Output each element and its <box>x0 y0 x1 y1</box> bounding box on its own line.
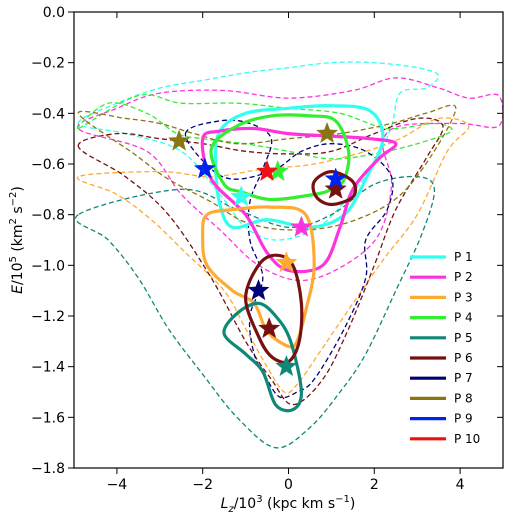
y-axis-ticks: 0.0 −0.2 −0.4 −0.6 −0.8 −1.0 −1.2 −1.4 −1.6 −1.8 <box>31 5 503 477</box>
y-tick-label: −1.4 <box>31 360 65 376</box>
y-axis-label: E/105 (km2 s−2) <box>8 186 26 294</box>
y-tick-label: −1.0 <box>31 258 65 274</box>
legend-label-p-2: P 2 <box>454 270 473 284</box>
y-tick-label: −0.8 <box>31 208 65 224</box>
x-axis-label: Lz/103 (kpc km s−1) <box>221 494 356 515</box>
contour-dashed-p-2 <box>77 77 503 282</box>
contour-dashed-p-1 <box>77 61 440 241</box>
legend-label-p-7: P 7 <box>454 371 473 385</box>
y-tick-label: −0.4 <box>31 106 65 122</box>
x-tick-label: 2 <box>370 477 379 493</box>
x-tick-label: −4 <box>107 477 128 493</box>
plot-series <box>75 61 503 449</box>
legend-label-p-8: P 8 <box>454 391 473 405</box>
x-tick-label: 4 <box>456 477 465 493</box>
star-marker-p-6 <box>258 316 281 339</box>
star-marker-p-8 <box>167 129 191 151</box>
legend-label-p-6: P 6 <box>454 351 473 365</box>
y-tick-label: −1.8 <box>31 461 65 477</box>
contour-solid-p-1 <box>213 104 385 230</box>
star-marker-p-6 <box>324 177 347 199</box>
y-tick-label: −1.6 <box>31 410 65 426</box>
legend-label-p-5: P 5 <box>454 331 473 345</box>
legend-label-p-1: P 1 <box>454 250 473 264</box>
contour-dashed-p-6 <box>77 117 444 406</box>
contour-dashed-p-3 <box>76 117 470 394</box>
legend: P 1 P 2 P 3 P 4 P 5 P 6 P 7 P 8 P 9 P 10 <box>410 250 480 446</box>
x-axis-ticks: −4 −2 0 2 4 <box>107 12 465 493</box>
star-marker-p-9 <box>324 167 347 189</box>
y-tick-label: −1.2 <box>31 309 65 325</box>
star-marker-p-2 <box>290 215 313 237</box>
x-tick-label: −2 <box>192 477 213 493</box>
y-tick-label: −0.6 <box>31 157 65 173</box>
contour-solid-p-6 <box>243 253 304 365</box>
contour-dashed-p-5 <box>75 175 436 449</box>
legend-label-p-3: P 3 <box>454 290 473 304</box>
star-marker-p-1 <box>230 185 253 207</box>
y-tick-label: −0.2 <box>31 56 65 72</box>
contour-solid-p-2 <box>200 126 398 274</box>
x-tick-label: 0 <box>284 477 293 493</box>
legend-label-p-10: P 10 <box>454 432 480 446</box>
contour-dashed-p-8 <box>77 104 457 231</box>
star-marker-p-7 <box>247 278 270 301</box>
legend-label-p-4: P 4 <box>454 311 473 325</box>
contour-dashed-p-4 <box>77 94 453 160</box>
star-marker-p-3 <box>275 251 298 273</box>
star-marker-p-10 <box>255 159 279 182</box>
star-marker-p-5 <box>275 354 298 377</box>
y-tick-label: 0.0 <box>43 5 65 21</box>
contour-solid-p-5 <box>222 301 304 413</box>
contour-solid-p-6 <box>311 169 358 207</box>
legend-label-p-9: P 9 <box>454 412 473 426</box>
star-marker-p-8 <box>315 121 339 144</box>
star-marker-p-9 <box>193 157 216 179</box>
